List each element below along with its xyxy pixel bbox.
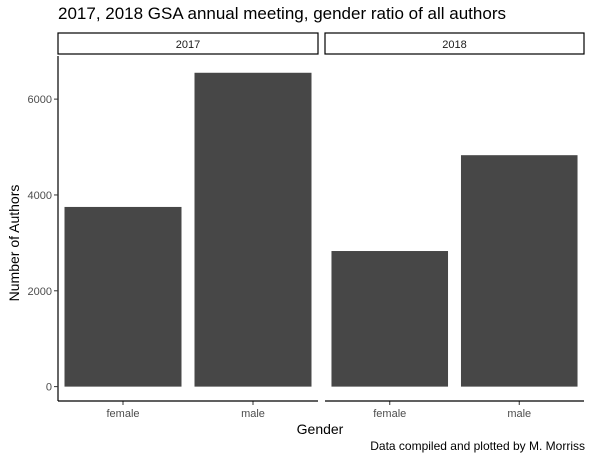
facet-strip-2017: [57, 32, 319, 55]
facet-strip-2018: [324, 32, 585, 55]
chart-title: 2017, 2018 GSA annual meeting, gender ra…: [58, 4, 506, 23]
y-tick-label: 0: [46, 382, 52, 394]
chart-panels: 2017 female male 0 2000 4000 6000 2018 female mal…: [28, 32, 585, 420]
x-axis-label: Gender: [297, 421, 344, 437]
x-tick-label: female: [106, 408, 139, 420]
y-axis-label: Number of Authors: [6, 185, 22, 302]
bar-2018-male: [460, 155, 578, 387]
chart-caption: Data compiled and plotted by M. Morriss: [370, 439, 585, 453]
y-tick-label: 2000: [28, 286, 52, 298]
bar-2017-female: [64, 206, 182, 387]
y-tick-label: 6000: [28, 94, 52, 106]
bar-2018-female: [331, 251, 449, 387]
y-tick-label: 4000: [28, 190, 52, 202]
facet-strip-label: 2017: [176, 39, 200, 51]
x-tick-label: male: [507, 408, 531, 420]
facet-strip-label: 2018: [442, 39, 466, 51]
x-tick-label: male: [241, 408, 265, 420]
bar-2017-male: [194, 72, 312, 387]
x-tick-label: female: [373, 408, 406, 420]
